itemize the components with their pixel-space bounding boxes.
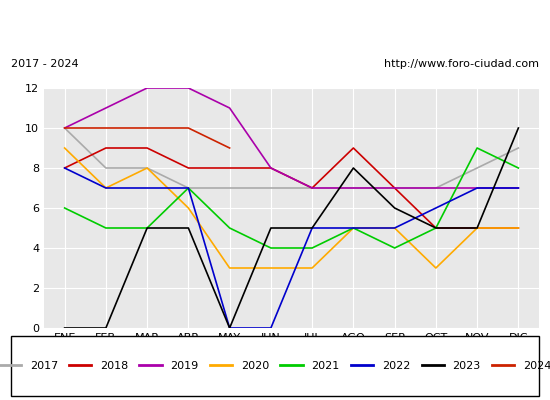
Text: 2017 - 2024: 2017 - 2024	[11, 59, 79, 69]
FancyBboxPatch shape	[11, 336, 539, 396]
Text: Evolucion del paro registrado en Muñoveros: Evolucion del paro registrado en Muñover…	[76, 15, 474, 33]
Text: http://www.foro-ciudad.com: http://www.foro-ciudad.com	[384, 59, 539, 69]
Legend: 2017, 2018, 2019, 2020, 2021, 2022, 2023, 2024: 2017, 2018, 2019, 2020, 2021, 2022, 2023…	[0, 356, 550, 376]
